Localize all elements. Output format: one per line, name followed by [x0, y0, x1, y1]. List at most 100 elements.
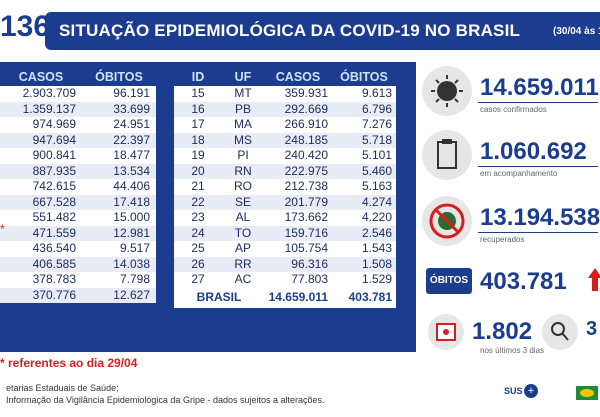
- table-row: 974.969 24.951: [0, 117, 156, 133]
- cell-obitos: 5.460: [332, 163, 396, 179]
- cell-casos: 240.420: [264, 148, 332, 164]
- cell-obitos: 12.627: [82, 287, 156, 303]
- cell-uf: PB: [222, 101, 264, 117]
- stat-last-days: 1.802 nos últimos 3 dias 3: [420, 314, 600, 355]
- cell-obitos: 13.534: [82, 163, 156, 179]
- stat-confirmed: 14.659.011 casos confirmados: [420, 62, 600, 118]
- total-row: BRASIL 14.659.011 403.781: [174, 287, 396, 308]
- stat-monitoring: 1.060.692 em acompanhamento: [420, 126, 600, 182]
- cell-uf: RN: [222, 163, 264, 179]
- confirmed-label: casos confirmados: [480, 105, 547, 114]
- table-row: 18 MS 248.185 5.718: [174, 132, 396, 148]
- last-days-label: nos últimos 3 dias: [480, 346, 545, 355]
- source-line-2: Informação da Vigilância Epidemiológica …: [6, 395, 325, 405]
- monitoring-label: em acompanhamento: [480, 169, 558, 178]
- stats-panel: 14.659.011 casos confirmados 1.060.692 e…: [420, 62, 600, 355]
- cell-obitos: 7.798: [82, 272, 156, 288]
- cell-casos: 292.669: [264, 101, 332, 117]
- clipboard-icon: [422, 130, 472, 180]
- cell-casos: 667.528: [0, 194, 82, 210]
- table-row: 19 PI 240.420 5.101: [174, 148, 396, 164]
- cell-uf: SE: [222, 194, 264, 210]
- cell-uf: AP: [222, 241, 264, 257]
- table-row: 406.585 14.038: [0, 256, 156, 272]
- cell-casos: 900.841: [0, 148, 82, 164]
- table-row: 667.528 17.418: [0, 194, 156, 210]
- cell-uf: RO: [222, 179, 264, 195]
- cell-obitos: 17.418: [82, 194, 156, 210]
- cell-id: 27: [174, 272, 222, 288]
- cell-casos: 266.910: [264, 117, 332, 133]
- cell-id: 22: [174, 194, 222, 210]
- cell-obitos: 6.796: [332, 101, 396, 117]
- cell-casos: 436.540: [0, 241, 82, 257]
- underline: [478, 232, 598, 233]
- cell-obitos: 1.529: [332, 272, 396, 288]
- confirmed-value: 14.659.011: [480, 74, 599, 101]
- cell-id: 16: [174, 101, 222, 117]
- column-header-casos: CASOS: [18, 70, 64, 84]
- cell-casos: 96.316: [264, 256, 332, 272]
- recovered-value: 13.194.538: [480, 204, 600, 231]
- cell-casos: 1.359.137: [0, 101, 82, 117]
- cell-id: 17: [174, 117, 222, 133]
- arrow-up-icon-stem: [592, 277, 598, 291]
- no-virus-icon: [422, 196, 472, 246]
- cell-uf: AC: [222, 272, 264, 288]
- cell-casos: 551.482: [0, 210, 82, 226]
- table-row: 17 MA 266.910 7.276: [174, 117, 396, 133]
- total-label: BRASIL: [174, 287, 264, 308]
- cell-obitos: 1.508: [332, 256, 396, 272]
- extra-value: 3: [586, 318, 598, 340]
- report-date: (30/04 às 1: [553, 26, 600, 37]
- cell-obitos: 9.613: [332, 86, 396, 102]
- recovered-label: recuperados: [480, 235, 525, 244]
- cell-casos: 359.931: [264, 86, 332, 102]
- cell-casos: 2.903.709: [0, 86, 82, 102]
- title-bar: SITUAÇÃO EPIDEMIOLÓGICA DA COVID-19 NO B…: [45, 12, 600, 50]
- cell-casos: 77.803: [264, 272, 332, 288]
- table-row: 947.694 22.397: [0, 132, 156, 148]
- magnifier-icon: [542, 314, 578, 350]
- cell-obitos: 96.191: [82, 86, 156, 102]
- states-table-right: ID UF CASOS ÓBITOS 15 MT 359.931 9.613 16 PB 2…: [174, 68, 396, 308]
- cell-id: 20: [174, 163, 222, 179]
- sus-logo: SUS: [504, 386, 523, 396]
- cell-id: 25: [174, 241, 222, 257]
- cell-obitos: 33.699: [82, 101, 156, 117]
- cell-obitos: 5.101: [332, 148, 396, 164]
- table-row: 742.615 44.406: [0, 179, 156, 195]
- column-header-casos: CASOS: [275, 70, 321, 84]
- cell-casos: 471.559: [0, 225, 82, 241]
- table-row: 378.783 7.798: [0, 272, 156, 288]
- cell-obitos: 2.546: [332, 225, 396, 241]
- cell-uf: MT: [222, 86, 264, 102]
- table-row: 25 AP 105.754 1.543: [174, 241, 396, 257]
- table-row: 26 RR 96.316 1.508: [174, 256, 396, 272]
- stat-deaths: ÓBITOS 403.781: [420, 262, 600, 302]
- cell-uf: RR: [222, 256, 264, 272]
- cell-casos: 974.969: [0, 117, 82, 133]
- footnote: * referentes ao dia 29/04: [0, 356, 138, 370]
- column-header-uf: UF: [234, 70, 252, 84]
- calendar-icon: [428, 314, 464, 350]
- cell-id: 23: [174, 210, 222, 226]
- cell-obitos: 5.718: [332, 132, 396, 148]
- deaths-value: 403.781: [480, 268, 567, 295]
- table-row: 23 AL 173.662 4.220: [174, 210, 396, 226]
- cell-casos: 378.783: [0, 272, 82, 288]
- page-title: SITUAÇÃO EPIDEMIOLÓGICA DA COVID-19 NO B…: [59, 21, 521, 40]
- underline: [478, 166, 598, 167]
- cell-casos: 212.738: [264, 179, 332, 195]
- cell-obitos: 5.163: [332, 179, 396, 195]
- cell-uf: MA: [222, 117, 264, 133]
- top-bar: 136 SITUAÇÃO EPIDEMIOLÓGICA DA COVID-19 …: [0, 0, 600, 62]
- table-row: 551.482 15.000: [0, 210, 156, 226]
- table-row: 27 AC 77.803 1.529: [174, 272, 396, 288]
- cell-uf: PI: [222, 148, 264, 164]
- cell-obitos: 14.038: [82, 256, 156, 272]
- cell-casos: 159.716: [264, 225, 332, 241]
- table-row: 21 RO 212.738 5.163: [174, 179, 396, 195]
- asterisk-marker: *: [0, 222, 5, 236]
- cell-obitos: 18.477: [82, 148, 156, 164]
